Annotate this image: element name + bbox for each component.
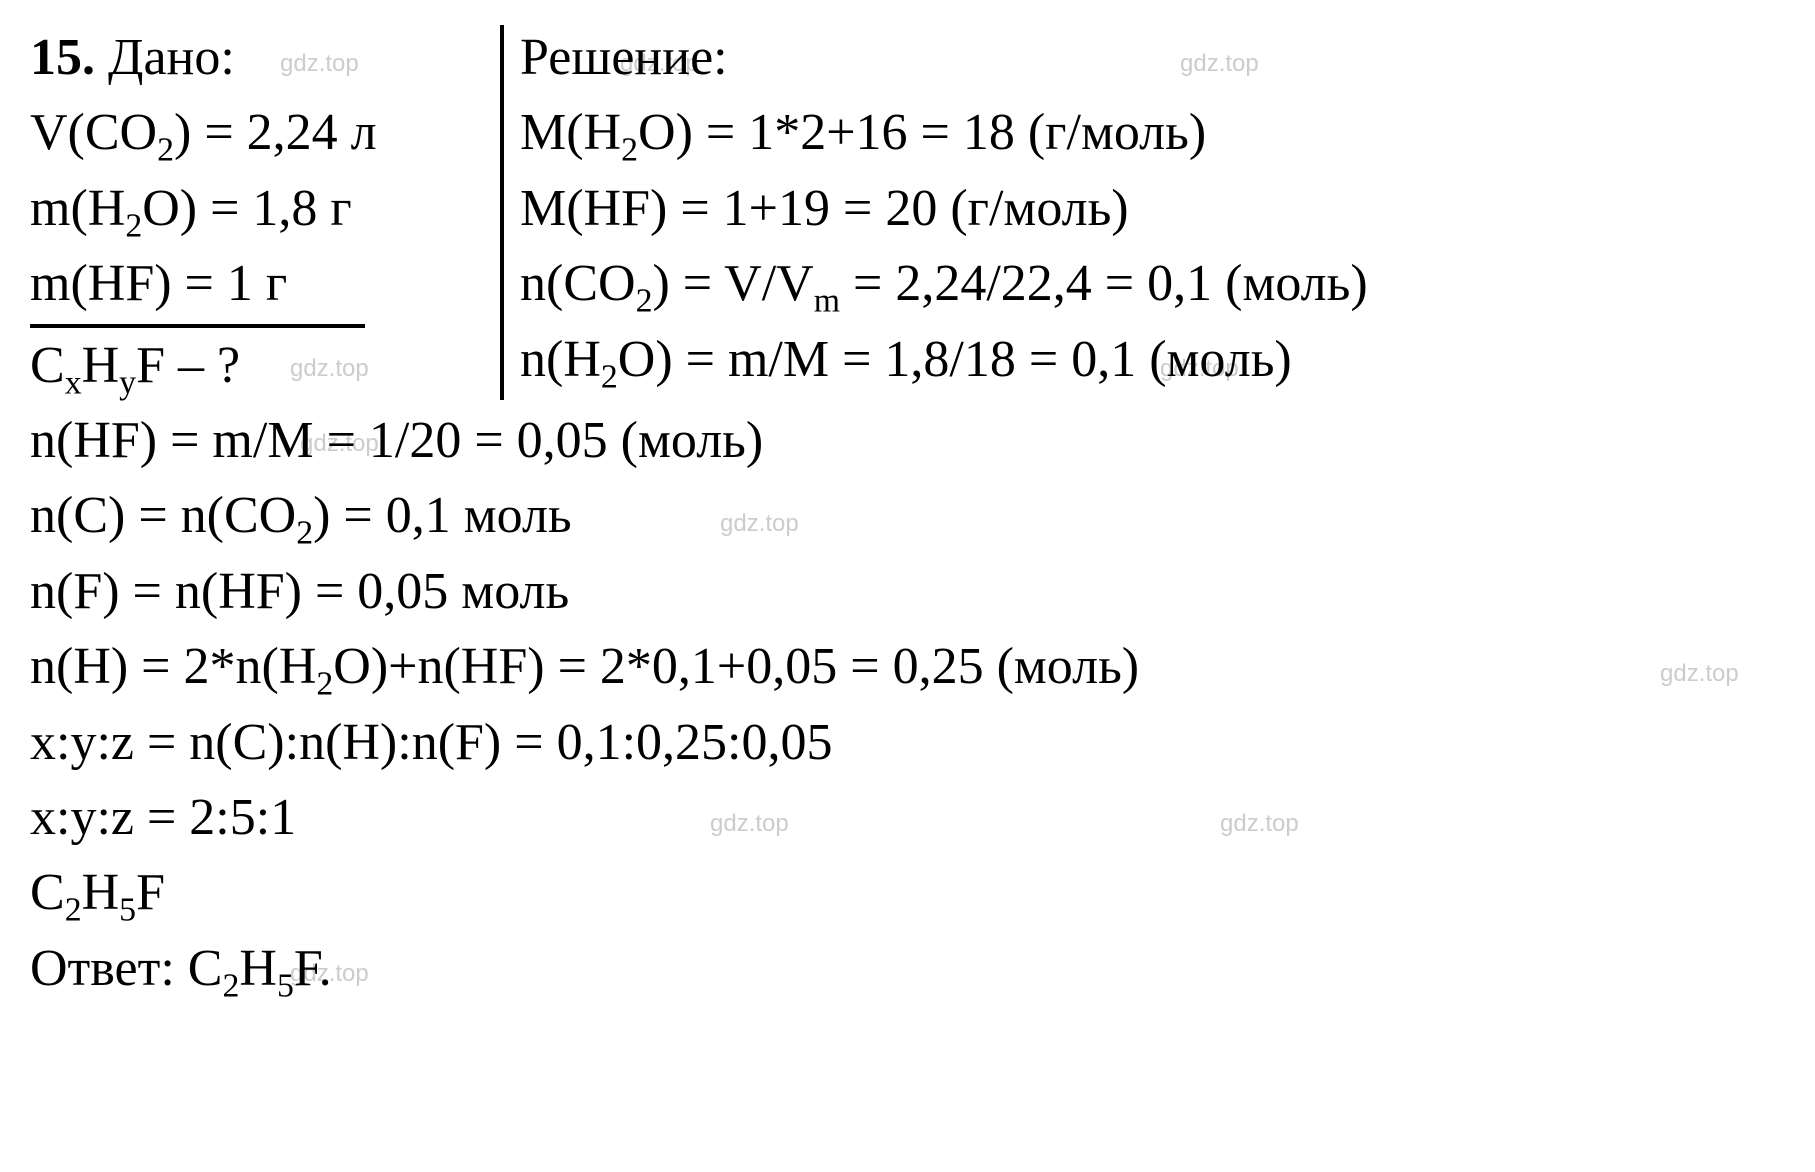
solution-line-2: M(HF) = 1+19 = 20 (г/моль) bbox=[520, 171, 1785, 246]
full-width-rows: n(HF) = m/M = 1/20 = 0,05 (моль) n(C) = … bbox=[30, 403, 1785, 1006]
given-heading-row: 15. Дано: bbox=[30, 20, 500, 95]
calc-line-1: n(HF) = m/M = 1/20 = 0,05 (моль) bbox=[30, 403, 1785, 478]
chemistry-solution: 15. Дано: V(CO2) = 2,24 л m(H2O) = 1,8 г… bbox=[30, 20, 1785, 1006]
answer-line: Ответ: C2H5F. bbox=[30, 931, 1785, 1006]
vertical-divider bbox=[500, 25, 504, 400]
calc-line-4: n(H) = 2*n(H2O)+n(HF) = 2*0,1+0,05 = 0,2… bbox=[30, 629, 1785, 704]
given-line-3: m(HF) = 1 г bbox=[30, 246, 500, 327]
solution-line-3: n(CO2) = V/Vm = 2,24/22,4 = 0,1 (моль) bbox=[520, 246, 1785, 321]
calc-line-7: C2H5F bbox=[30, 855, 1785, 930]
calc-line-5: x:y:z = n(C):n(H):n(F) = 0,1:0,25:0,05 bbox=[30, 705, 1785, 780]
calc-line-2: n(C) = n(CO2) = 0,1 моль bbox=[30, 478, 1785, 553]
solution-column: Решение: M(H2O) = 1*2+16 = 18 (г/моль) M… bbox=[500, 20, 1785, 403]
solution-heading: Решение: bbox=[520, 20, 1785, 95]
solution-line-1: M(H2O) = 1*2+16 = 18 (г/моль) bbox=[520, 95, 1785, 170]
given-line-2: m(H2O) = 1,8 г bbox=[30, 171, 500, 246]
given-line-1: V(CO2) = 2,24 л bbox=[30, 95, 500, 170]
top-section: 15. Дано: V(CO2) = 2,24 л m(H2O) = 1,8 г… bbox=[30, 20, 1785, 403]
problem-number: 15. bbox=[30, 29, 95, 86]
calc-line-6: x:y:z = 2:5:1 bbox=[30, 780, 1785, 855]
underline: m(HF) = 1 г bbox=[30, 246, 365, 327]
unknown-line: CxHyF – ? bbox=[30, 328, 500, 403]
solution-line-4: n(H2O) = m/M = 1,8/18 = 0,1 (моль) bbox=[520, 322, 1785, 397]
calc-line-3: n(F) = n(HF) = 0,05 моль bbox=[30, 554, 1785, 629]
given-column: 15. Дано: V(CO2) = 2,24 л m(H2O) = 1,8 г… bbox=[30, 20, 500, 403]
given-heading: Дано: bbox=[108, 29, 235, 86]
